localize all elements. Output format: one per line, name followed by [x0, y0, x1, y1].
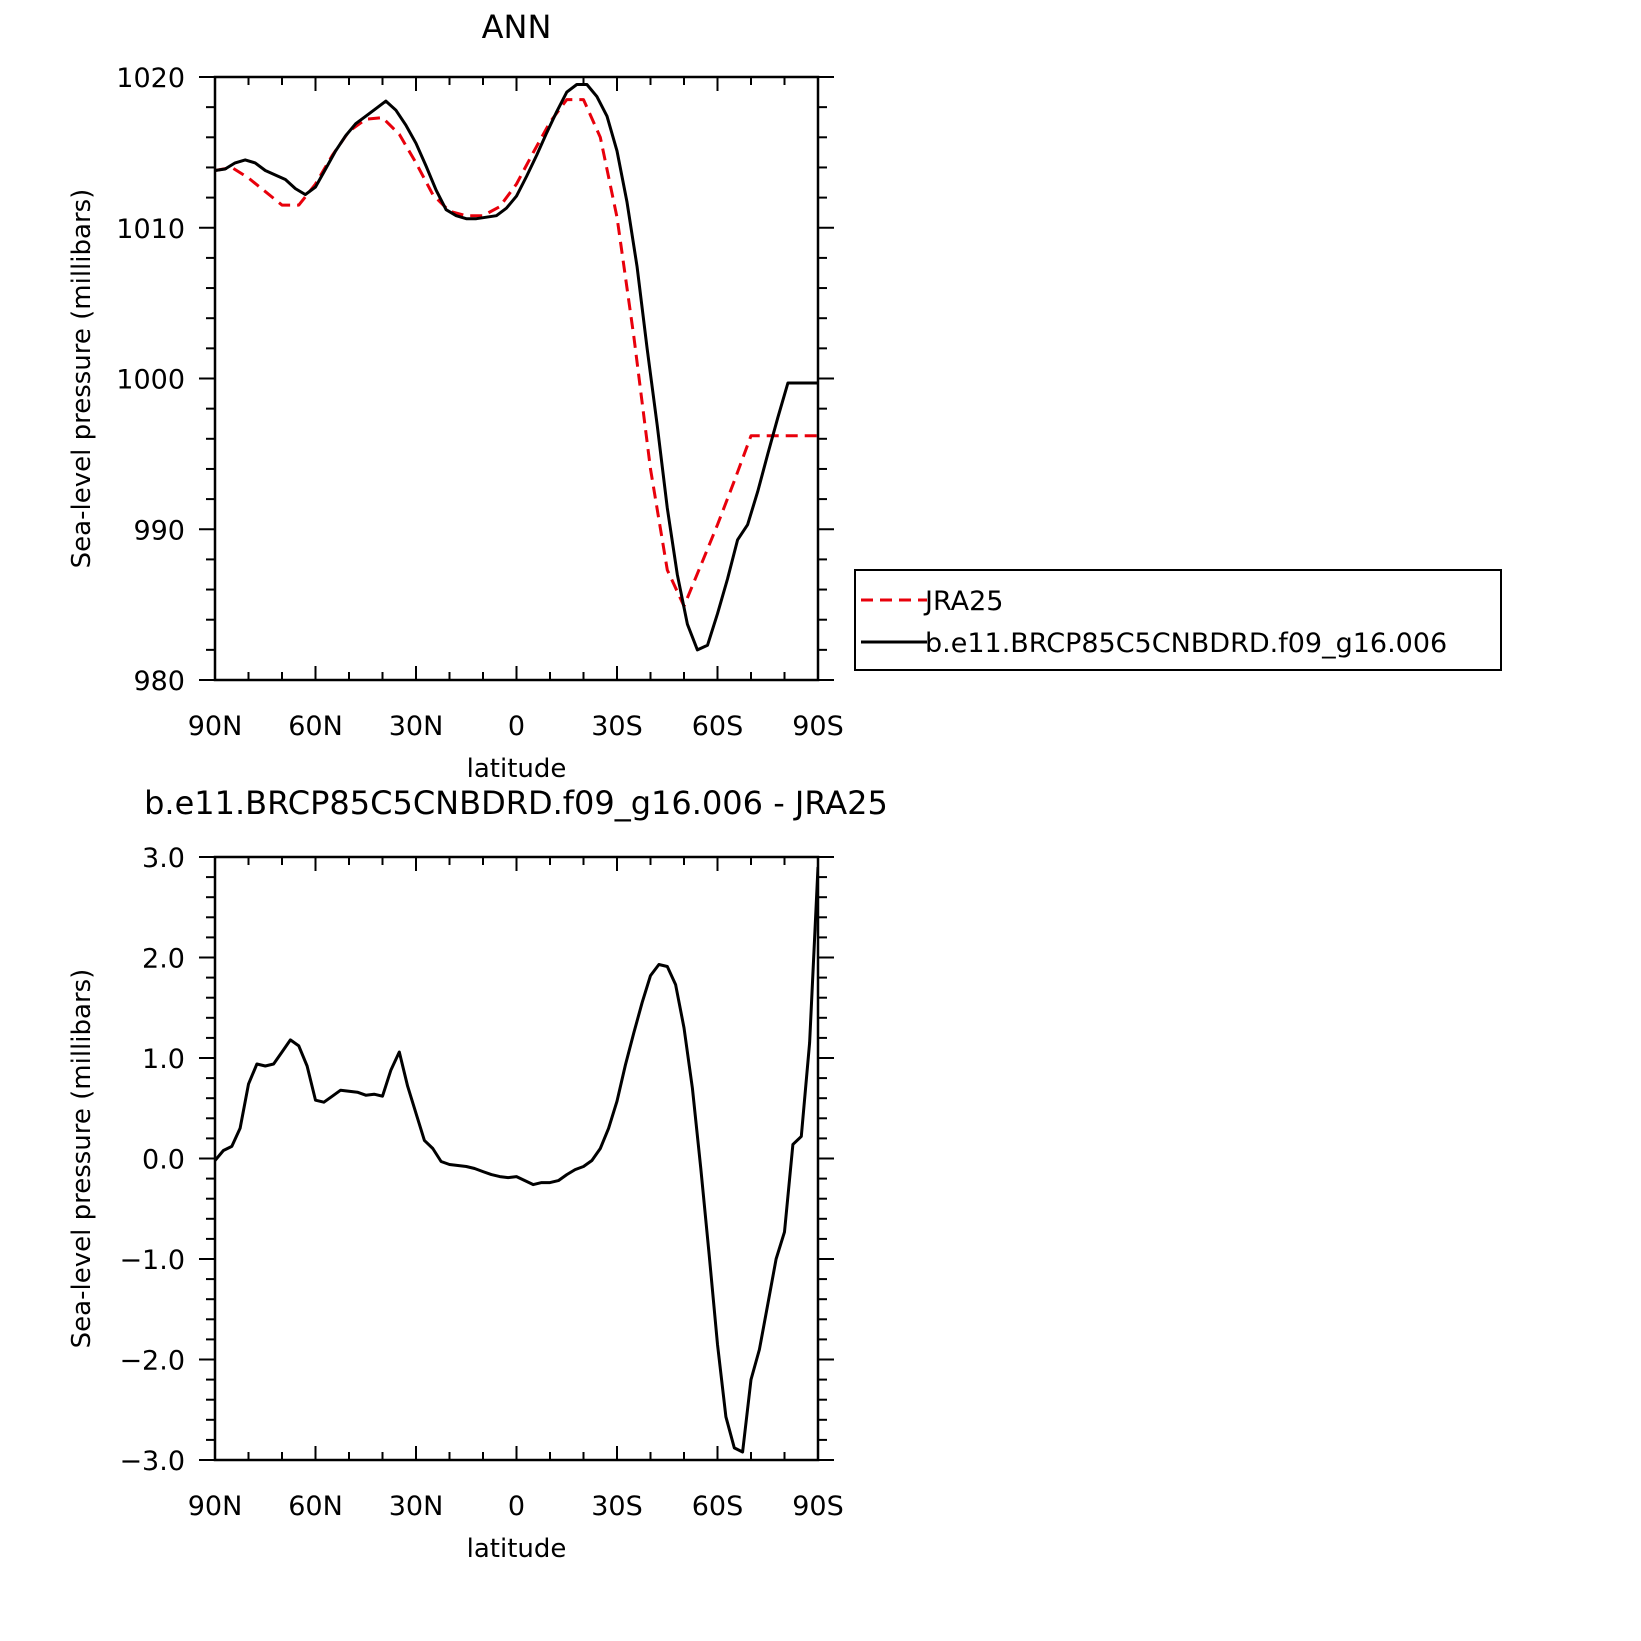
x-tick-label: 30N: [389, 711, 444, 742]
x-tick-label: 90S: [792, 711, 844, 742]
x-tick-label: 0: [508, 711, 525, 742]
y-tick-label: 0.0: [142, 1145, 185, 1176]
y-tick-label: 1020: [116, 63, 185, 94]
x-tick-label: 60S: [692, 711, 744, 742]
y-tick-label: 1.0: [142, 1044, 185, 1075]
y-tick-label: −1.0: [119, 1245, 185, 1276]
series-group: [215, 83, 818, 652]
x-tick-label: 90S: [792, 1491, 844, 1522]
x-tick-label: 0: [508, 1491, 525, 1522]
series-line-difference: [215, 866, 818, 1454]
legend-label: JRA25: [923, 586, 1003, 617]
legend-box: [854, 569, 1502, 671]
x-tick-label: 30N: [389, 1491, 444, 1522]
y-tick-label: 1010: [116, 214, 185, 245]
legend-label: b.e11.BRCP85C5CNBDRD.f09_g16.006: [925, 628, 1447, 659]
x-tick-label: 30S: [591, 711, 643, 742]
x-tick-label: 60S: [692, 1491, 744, 1522]
y-tick-label: 990: [133, 515, 185, 546]
y-tick-label: 2.0: [142, 944, 185, 975]
series-line-b-e11-brcp85c5cnbdrd-f09-g16-006: [215, 83, 818, 652]
y-tick-label: −2.0: [119, 1346, 185, 1377]
x-tick-label: 90N: [188, 1491, 243, 1522]
y-tick-label: 1000: [116, 365, 185, 396]
top-panel: ANN 90N 60N 30N 0 30S 60S 90S 1020 1010 1000 990 980…: [67, 8, 844, 784]
x-tick-label: 30S: [591, 1491, 643, 1522]
y-axis-title: Sea-level pressure (millibars): [67, 969, 97, 1349]
chart-title: ANN: [482, 8, 552, 46]
x-tick-label: 60N: [288, 1491, 343, 1522]
x-axis-title: latitude: [467, 754, 567, 784]
plot-frame: [213, 855, 820, 1462]
series-line-jra25: [215, 98, 818, 608]
x-tick-label: 90N: [188, 711, 243, 742]
plot-frame: [213, 75, 820, 682]
x-axis-title: latitude: [467, 1534, 567, 1564]
y-axis-title: Sea-level pressure (millibars): [67, 189, 97, 569]
y-tick-label: 3.0: [142, 843, 185, 874]
legend: JRA25 b.e11.BRCP85C5CNBDRD.f09_g16.006: [854, 569, 1502, 671]
x-tick-label: 60N: [288, 711, 343, 742]
chart-title: b.e11.BRCP85C5CNBDRD.f09_g16.006 - JRA25: [144, 784, 888, 822]
series-group: [215, 866, 818, 1454]
bottom-panel: b.e11.BRCP85C5CNBDRD.f09_g16.006 - JRA25…: [67, 784, 888, 1564]
y-tick-label: −3.0: [119, 1446, 185, 1477]
y-tick-label: 980: [133, 666, 185, 697]
